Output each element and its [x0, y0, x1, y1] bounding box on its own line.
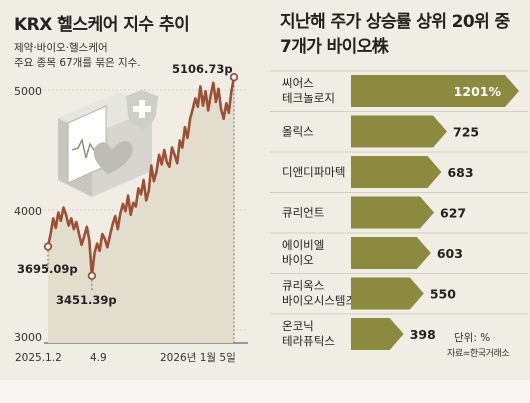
- bar-category-label: 씨어스: [282, 76, 314, 90]
- medical-cross-badge-icon: [126, 90, 158, 130]
- end-value-label: 5106.73p: [172, 62, 233, 76]
- bar-category-label: 올릭스: [282, 125, 314, 139]
- bar-value-label: 627: [440, 206, 466, 221]
- bar-category-label: 큐리옥스: [282, 279, 324, 293]
- y-tick-label: 5000: [14, 85, 42, 98]
- bar-mark: [351, 237, 431, 269]
- bar-mark: [351, 156, 442, 188]
- bar-category-label: 디앤디파마텍: [282, 165, 345, 179]
- index-series-line: [46, 76, 236, 278]
- x-tick-label: 2025.1.2: [15, 352, 62, 364]
- bottom-strip: [0, 380, 530, 403]
- bar-mark: [351, 196, 435, 229]
- bar-value-label: 1201%: [454, 84, 502, 99]
- index-chart-panel: KRX 헬스케어 지수 추이 제약·바이오·헬스케어 주요 종목 67개를 묶은…: [0, 0, 262, 380]
- index-point-marker: [87, 271, 97, 281]
- low-value-label: 3451.39p: [56, 293, 117, 307]
- start-value-label: 3695.09p: [17, 262, 78, 276]
- bar-value-label: 603: [437, 246, 463, 261]
- x-tick-label: 4.9: [90, 352, 107, 364]
- index-chart-subtitle: 제약·바이오·헬스케어 주요 종목 67개를 묶은 지수.: [14, 42, 141, 69]
- bar-value-label: 683: [447, 165, 473, 180]
- bar-category-label: 테라퓨틱스: [282, 334, 335, 348]
- bar-value-label: 550: [430, 287, 456, 302]
- gainers-chart-title: 지난해 주가 상승률 상위 20위 중 7개가 바이오株: [280, 12, 510, 57]
- gainers-chart-panel: 지난해 주가 상승률 상위 20위 중 7개가 바이오株 씨어스 테크놀로지 120…: [266, 0, 530, 380]
- bar-mark: [351, 115, 447, 148]
- bar-category-label: 바이오시스템즈: [282, 294, 356, 308]
- bar-category-label: 큐리언트: [282, 206, 324, 220]
- index-line-chart: 5000 4000 3000 3695.09p 3451.39p 5106.73…: [14, 62, 248, 364]
- bar-category-label: 온코닉: [282, 319, 314, 333]
- bar-mark: [351, 277, 424, 310]
- bar-category-label: 바이오: [282, 253, 314, 267]
- bar-category-label: 테크놀로지: [282, 91, 335, 105]
- index-chart-title: KRX 헬스케어 지수 추이: [14, 15, 190, 35]
- source-note: 자료=한국거래소: [447, 349, 510, 359]
- bar-category-label: 에이비엘: [282, 238, 324, 252]
- index-point-marker: [43, 242, 53, 251]
- x-tick-label: 2026년 1월 5일: [160, 351, 236, 364]
- y-tick-label: 4000: [14, 205, 42, 218]
- bar-mark: [351, 75, 519, 107]
- bar-value-label: 725: [453, 125, 479, 140]
- unit-note: 단위: %: [454, 332, 491, 344]
- bar-value-label: 398: [410, 327, 436, 342]
- heart-icon: [93, 141, 133, 174]
- bar-mark: [351, 318, 404, 350]
- y-tick-label: 3000: [14, 331, 42, 344]
- index-point-marker: [229, 72, 239, 82]
